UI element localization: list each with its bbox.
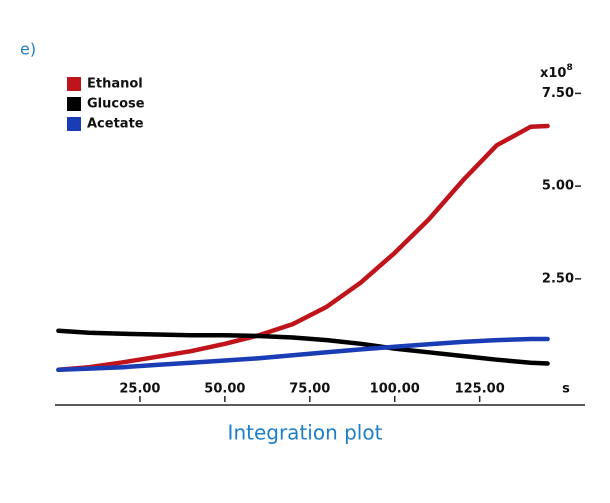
y-multiplier-base: x10	[540, 66, 566, 81]
legend-label: Acetate	[87, 117, 144, 132]
series-line	[56, 336, 550, 373]
y-multiplier-exponent: 8	[566, 63, 572, 73]
legend-swatch	[67, 77, 81, 91]
series-line	[56, 328, 550, 366]
legend: Ethanol Glucose Acetate	[67, 77, 145, 132]
y-tick-label: 5.00	[542, 179, 574, 194]
x-tick-label: 25.00	[119, 382, 160, 397]
series-line	[56, 123, 550, 373]
x-unit: s	[562, 382, 570, 397]
x-tick-label: 100.00	[370, 382, 420, 397]
y-tick-label: 2.50	[542, 271, 574, 286]
caption: Integration plot	[228, 421, 383, 445]
legend-swatch	[67, 97, 81, 111]
y-tick-label: 7.50	[542, 86, 574, 101]
y-multiplier: x108	[540, 63, 573, 81]
x-tick-label: 50.00	[204, 382, 245, 397]
legend-label: Glucose	[87, 97, 145, 112]
x-tick-label: 75.00	[289, 382, 330, 397]
panel-label: e)	[20, 40, 36, 59]
legend-swatch	[67, 117, 81, 131]
x-tick-label: 125.00	[455, 382, 505, 397]
legend-label: Ethanol	[87, 77, 143, 92]
